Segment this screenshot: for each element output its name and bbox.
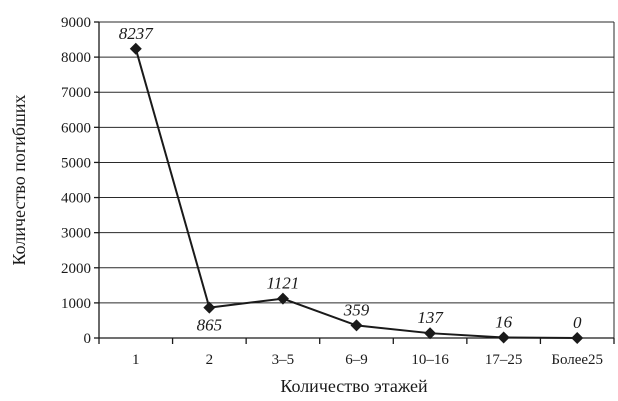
x-axis-title: Количество этажей	[280, 376, 428, 396]
grid-lines	[99, 21, 615, 338]
y-tick-label: 0	[84, 331, 92, 347]
data-point-marker	[497, 331, 510, 344]
y-tick-label: 5000	[61, 155, 91, 171]
y-tick-label: 3000	[61, 226, 91, 242]
x-tick-labels: 1 2 3–5 6–9 10–16 17–25 Более25	[132, 352, 603, 368]
x-tick-label: 17–25	[485, 352, 523, 368]
data-point-marker	[203, 301, 216, 314]
data-point-marker	[276, 292, 289, 305]
data-point-marker	[571, 332, 584, 344]
y-tick-label: 4000	[61, 191, 91, 207]
y-tick-label: 7000	[61, 85, 91, 101]
data-label: 0	[573, 313, 582, 332]
x-tick-label: 1	[132, 352, 140, 368]
y-tick-label: 9000	[61, 15, 91, 31]
data-label: 137	[417, 308, 444, 327]
data-label: 865	[197, 316, 223, 335]
y-axis-title: Количество погибших	[9, 94, 29, 265]
data-label: 359	[343, 300, 370, 319]
data-label: 1121	[267, 274, 300, 293]
y-tick-label: 1000	[61, 296, 91, 312]
x-tick-label: Более25	[551, 352, 603, 368]
y-tick-label: 6000	[61, 120, 91, 136]
data-point-marker	[129, 42, 142, 55]
data-point-marker	[424, 327, 437, 340]
y-tick-label: 8000	[61, 50, 91, 66]
data-labels: 8237 865 1121 359 137 16 0	[119, 24, 582, 335]
axes	[94, 21, 615, 344]
y-tick-label: 2000	[61, 261, 91, 277]
x-tick-label: 6–9	[345, 352, 368, 368]
x-tick-label: 2	[206, 352, 214, 368]
data-label: 16	[495, 312, 513, 331]
x-tick-label: 10–16	[411, 352, 449, 368]
data-point-marker	[350, 319, 363, 332]
data-label: 8237	[119, 24, 155, 43]
y-tick-labels: 0 1000 2000 3000 4000 5000 6000 7000 8000 9000	[61, 15, 91, 347]
series	[129, 42, 584, 344]
x-tick-label: 3–5	[272, 352, 295, 368]
